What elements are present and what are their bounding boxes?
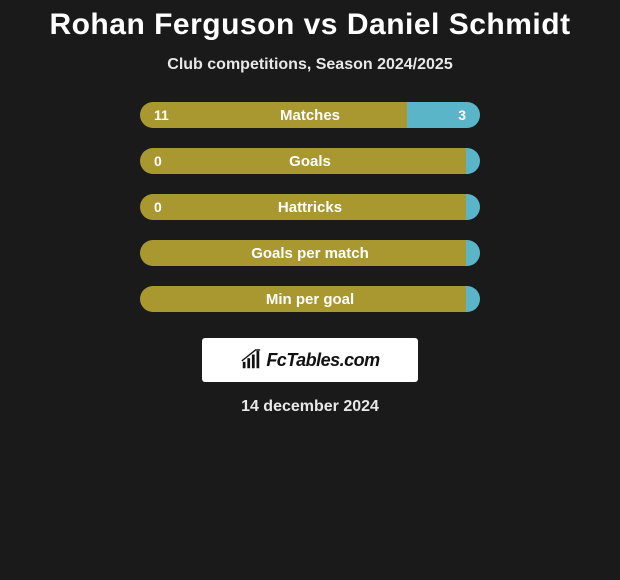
chart-icon bbox=[240, 349, 262, 371]
bar-right-segment bbox=[466, 194, 480, 220]
stat-bar: Min per goal bbox=[140, 286, 480, 312]
player1-name: Rohan Ferguson bbox=[49, 8, 294, 41]
bar-right-segment: 3 bbox=[407, 102, 480, 128]
player2-name: Daniel Schmidt bbox=[347, 8, 571, 41]
stat-row: 113Matches bbox=[140, 102, 480, 128]
bar-right-segment bbox=[466, 240, 480, 266]
bar-right-segment bbox=[466, 286, 480, 312]
page-title: Rohan Ferguson vs Daniel Schmidt bbox=[49, 8, 570, 42]
stat-bar: 113Matches bbox=[140, 102, 480, 128]
stat-row: 0Goals bbox=[140, 148, 480, 174]
vs-text: vs bbox=[304, 8, 338, 41]
stat-bar: 0Hattricks bbox=[140, 194, 480, 220]
comparison-container: Rohan Ferguson vs Daniel Schmidt Club co… bbox=[0, 0, 620, 416]
date-text: 14 december 2024 bbox=[241, 398, 379, 416]
stat-row: Min per goal bbox=[140, 286, 480, 312]
bar-left-segment: 11 bbox=[140, 102, 407, 128]
logo-inner: FcTables.com bbox=[240, 349, 379, 371]
subtitle: Club competitions, Season 2024/2025 bbox=[167, 56, 452, 74]
stat-bar: 0Goals bbox=[140, 148, 480, 174]
stat-bar: Goals per match bbox=[140, 240, 480, 266]
stat-row: Goals per match bbox=[140, 240, 480, 266]
bar-left-segment: 0 bbox=[140, 194, 466, 220]
logo-text: FcTables.com bbox=[266, 350, 379, 371]
bar-left-segment bbox=[140, 286, 466, 312]
logo-box[interactable]: FcTables.com bbox=[202, 338, 418, 382]
bars-host: 113Matches 0Goals 0Hattricks Goals per matc… bbox=[140, 102, 480, 332]
bar-right-segment bbox=[466, 148, 480, 174]
bar-left-segment bbox=[140, 240, 466, 266]
bar-left-segment: 0 bbox=[140, 148, 466, 174]
stat-row: 0Hattricks bbox=[140, 194, 480, 220]
